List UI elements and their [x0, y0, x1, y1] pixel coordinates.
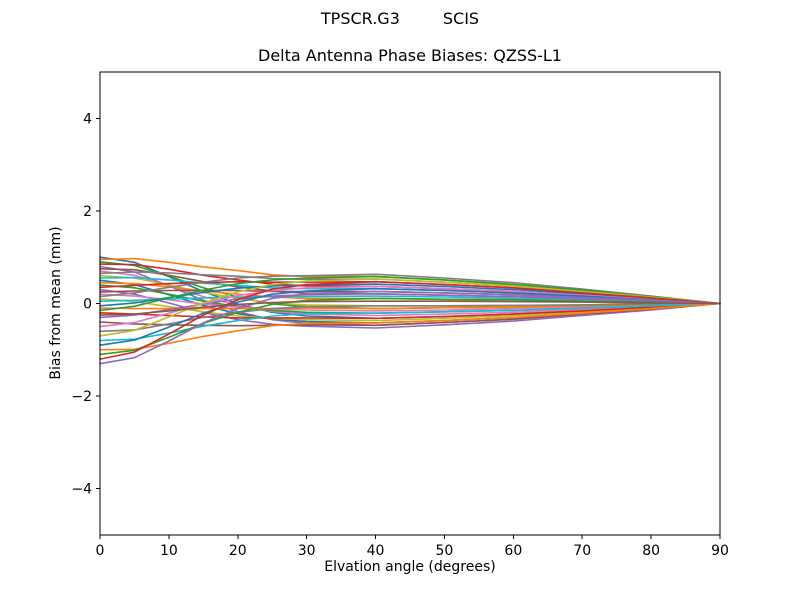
- series-line: [99, 297, 721, 356]
- x-tick-label: 20: [229, 543, 247, 559]
- y-tick-label: −2: [71, 389, 92, 405]
- x-tick-label: 70: [573, 543, 591, 559]
- series-line: [99, 275, 721, 312]
- x-tick-label: 40: [367, 543, 385, 559]
- series-line: [99, 280, 721, 360]
- y-axis-label: Bias from mean (mm): [48, 226, 64, 380]
- series-line: [99, 295, 721, 305]
- series-line: [99, 302, 721, 342]
- x-tick-label: 50: [436, 543, 454, 559]
- x-tick-label: 60: [504, 543, 522, 559]
- suptitle-antenna-label: TPSCR.G3: [320, 9, 400, 28]
- y-tick-label: 4: [83, 111, 92, 127]
- series-line: [99, 288, 721, 329]
- series-line: [99, 298, 721, 322]
- x-tick-label: 30: [298, 543, 316, 559]
- series-line: [99, 290, 721, 365]
- figure-suptitle: TPSCR.G3 SCIS: [0, 9, 800, 28]
- series-line: [99, 302, 721, 333]
- x-tick-label: 80: [642, 543, 660, 559]
- series-line: [99, 287, 721, 347]
- x-tick-label: 10: [160, 543, 178, 559]
- x-tick-label: 0: [96, 543, 105, 559]
- series-line: [99, 278, 721, 337]
- x-axis-label: Elvation angle (degrees): [324, 559, 496, 575]
- series-line: [99, 273, 721, 305]
- y-tick-label: −4: [71, 482, 92, 498]
- series-line: [99, 293, 721, 312]
- series-line: [99, 300, 721, 316]
- series-line: [99, 285, 721, 328]
- series-line: [99, 302, 721, 327]
- series-line: [99, 302, 721, 351]
- series-line: [99, 292, 721, 319]
- y-tick-label: 2: [83, 204, 92, 220]
- series-line: [99, 302, 721, 310]
- y-tick-label: 0: [83, 297, 92, 313]
- x-tick-label: 90: [711, 543, 729, 559]
- series-line: [99, 302, 721, 320]
- suptitle-radome-label: SCIS: [442, 9, 480, 28]
- chart-title: Delta Antenna Phase Biases: QZSS-L1: [258, 46, 562, 65]
